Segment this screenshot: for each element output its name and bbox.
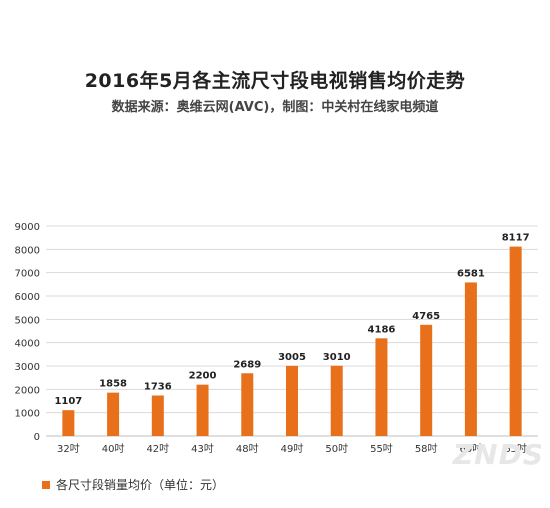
bar-32吋 [62,410,75,436]
data-labels: 1107 1858 1736 2200 2689 3005 3010 4186 4765 6581… [54,233,529,408]
bar-value-label: 4186 [368,324,396,335]
bar-49吋 [286,365,298,436]
x-tick-label: 40吋 [102,443,125,455]
legend-swatch [42,480,50,489]
x-tick-label: 43吋 [191,443,214,455]
x-tick-label: 58吋 [415,443,438,455]
bar-value-label: 3005 [278,352,306,363]
grid-lines [46,225,538,437]
y-tick-label: 9000 [15,222,40,233]
bars [62,246,522,436]
bar-value-label: 1107 [54,396,82,407]
legend: 各尺寸段销量均价（单位：元） [42,476,224,493]
bar-40吋 [107,392,120,436]
x-tick-label: 50吋 [325,443,348,455]
y-tick-label: 6000 [15,292,40,303]
x-tick-label: 32吋 [57,443,80,455]
bar-50吋 [330,365,343,436]
x-tick-label: 55吋 [370,443,393,455]
chart-title: 2016年5月各主流尺寸段电视销售均价走势 [84,70,466,92]
y-tick-label: 0 [34,432,40,443]
legend-label: 各尺寸段销量均价（单位：元） [56,478,225,492]
y-tick-label: 4000 [15,339,40,350]
x-tick-label: 48吋 [236,443,259,455]
y-tick-label: 1000 [15,409,40,420]
bar-55吋 [375,338,388,436]
bar-value-label: 1858 [99,379,127,390]
bar-42吋 [151,395,164,436]
y-tick-label: 7000 [15,269,40,280]
x-tick-label: 42吋 [146,443,169,455]
bar-value-label: 2200 [189,371,217,382]
bar-43吋 [196,384,209,436]
x-axis-ticks: 32吋 40吋 42吋 43吋 48吋 49吋 50吋 55吋 58吋 60吋 65吋 [57,443,527,455]
y-axis-ticks: 0 1000 2000 3000 4000 5000 6000 7000 8000 9000 [15,222,40,443]
bar-65吋 [509,246,522,436]
x-tick-label: 60吋 [460,443,483,455]
bar-value-label: 2689 [233,359,261,370]
bar-value-label: 3010 [323,352,351,363]
bar-58吋 [420,324,433,436]
bar-60吋 [464,282,477,436]
bar-value-label: 6581 [457,268,485,279]
bar-48吋 [241,373,254,436]
y-tick-label: 2000 [15,385,40,396]
bar-value-label: 4765 [412,311,440,322]
y-tick-label: 3000 [15,362,40,373]
x-tick-label: 49吋 [281,443,304,455]
y-tick-label: 5000 [15,315,40,326]
y-tick-label: 8000 [15,245,40,256]
watermark-logo: ZNDS [452,438,544,471]
x-tick-label: 65吋 [504,443,527,455]
chart-subtitle: 数据来源：奥维云网(AVC)，制图：中关村在线家电频道 [111,100,439,115]
bar-value-label: 1736 [144,381,172,392]
bar-value-label: 8117 [502,233,530,244]
